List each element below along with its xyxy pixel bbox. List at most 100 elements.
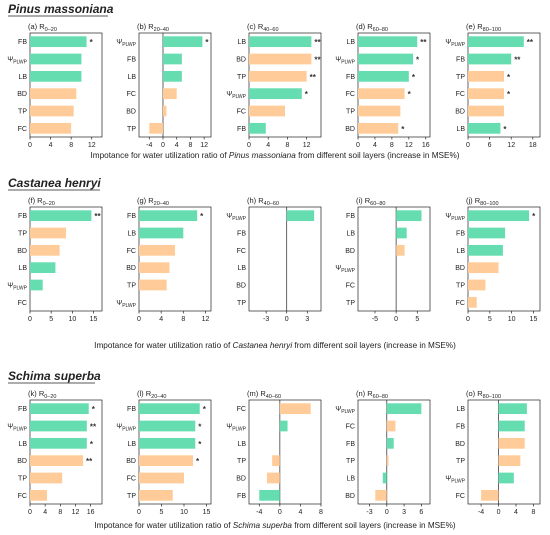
category-label: FB [456,57,465,64]
bar [30,53,82,65]
x-tick-label: 16 [87,509,95,516]
bar [163,105,167,117]
category-label: BD [455,265,465,272]
category-label: ΨPLWP [445,476,465,485]
section-title-3: Schima superba [8,369,101,383]
x-tick-label: 4 [298,509,302,516]
x-tick-label: 5 [488,316,492,323]
panel-frame [248,32,322,138]
category-label: BD [17,91,27,98]
panel-frame [248,399,322,505]
x-tick-label: -3 [366,509,372,516]
significance-marker: * [507,90,511,99]
category-label: TP [127,126,136,133]
bar [139,227,184,239]
category-label: FC [18,126,27,133]
x-tick-label: 4 [266,142,270,149]
bar [30,227,66,239]
category-label: FB [346,74,355,81]
panel-frame [138,399,212,505]
category-label: TP [18,231,27,238]
significance-marker: * [532,212,536,221]
x-axis-caption-3: Impotance for water utilization ratio of… [94,521,455,530]
panel-frame [138,32,212,138]
bar [30,36,87,48]
x-tick-label: -4 [256,509,262,516]
bar [386,437,394,449]
category-label: FB [237,493,246,500]
x-tick-label: 0 [28,142,32,149]
panel-label: (o) R80–100 [466,389,501,400]
bar [249,105,285,117]
bar [386,403,422,415]
bar [30,403,89,415]
category-label: LB [127,231,136,238]
category-label: FC [346,91,355,98]
panel-label: (a) R0–20 [28,22,57,33]
x-tick-label: 4 [175,142,179,149]
category-label: FB [127,213,136,220]
category-label: ΨPLWP [226,91,246,100]
category-label: ΨPLWP [116,424,136,433]
bar [279,403,311,415]
category-label: BD [236,283,246,290]
category-label: LB [18,265,27,272]
category-label: BD [236,476,246,483]
bar [139,455,193,467]
bar [30,420,87,432]
x-tick-label: 18 [529,142,537,149]
x-tick-label: 12 [88,142,96,149]
panel-label: (f) R0–20 [28,196,55,207]
x-tick-label: 10 [508,316,516,323]
category-label: LB [237,265,246,272]
bar [272,455,280,467]
x-tick-label: 0 [356,142,360,149]
bar [396,244,405,256]
x-tick-label: 10 [68,316,76,323]
bar [375,489,387,501]
x-tick-label: 0 [28,316,32,323]
x-tick-label: 0 [247,142,251,149]
category-label: BD [126,265,136,272]
bar [139,403,200,415]
significance-marker: ** [514,56,521,65]
bar [139,489,173,501]
category-label: ΨPLWP [335,57,355,66]
bar [30,437,87,449]
x-tick-label: 3 [305,316,309,323]
category-label: FC [18,493,27,500]
category-label: BD [126,109,136,116]
bar [468,262,499,274]
category-label: LB [237,441,246,448]
panel-frame [29,206,103,312]
panel-label: (i) R60–80 [356,196,385,207]
bar [139,244,175,256]
significance-marker: ** [310,73,317,82]
bar [279,420,288,432]
category-label: BD [455,109,465,116]
bar [382,472,387,484]
panel-frame [357,399,431,505]
bar [468,70,504,82]
bar [30,210,92,222]
bar [139,279,167,291]
x-tick-label: 8 [285,142,289,149]
panel-frame [29,32,103,138]
category-label: FC [346,283,355,290]
bar [30,472,63,484]
bar [286,210,315,222]
category-label: TP [456,458,465,465]
x-tick-label: 0 [28,509,32,516]
x-tick-label: 0 [137,509,141,516]
category-label: TP [346,300,355,307]
bar [498,403,527,415]
bar [149,122,163,134]
